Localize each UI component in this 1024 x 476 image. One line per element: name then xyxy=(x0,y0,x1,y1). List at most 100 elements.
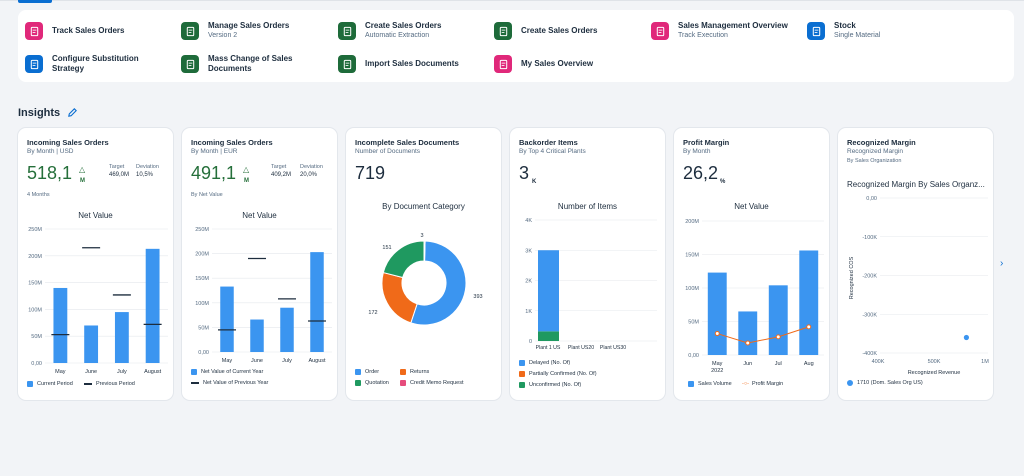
app-title: Create Sales Orders xyxy=(521,26,598,35)
x-tick-label: May xyxy=(55,369,66,375)
trend-up-icon: △ xyxy=(79,165,86,174)
x-tick-label: Plant US30 xyxy=(600,345,626,351)
app-tile-3[interactable]: Create Sales Orders xyxy=(494,18,598,44)
bar xyxy=(84,325,99,363)
app-title: Stock xyxy=(834,21,856,30)
app-tile-7[interactable]: Mass Change of Sales Documents xyxy=(181,51,298,77)
x-tick-label: 500K xyxy=(928,359,941,365)
app-tile-0[interactable]: Track Sales Orders xyxy=(25,18,125,44)
recognized-margin-scatter: 0,00 -100K -200K -300K -400K 400K 500K 1M Recogn… xyxy=(849,196,989,376)
legend-order: Order xyxy=(355,369,379,375)
legend-previous-period: Previous Period xyxy=(84,381,135,387)
card-title: Incoming Sales Orders xyxy=(191,138,273,147)
substitution-icon xyxy=(25,55,43,73)
y-tick-label: 0 xyxy=(529,339,532,345)
x-tick-label: Plant US20 xyxy=(568,345,594,351)
target-label: Target xyxy=(109,164,125,170)
card-profit-margin[interactable]: Profit Margin By Month 26,2 % Net Value … xyxy=(674,128,829,400)
legend-quotation: Quotation xyxy=(355,380,389,386)
y-tick-label: 50M xyxy=(688,320,699,326)
card-backorder-items[interactable]: Backorder Items By Top 4 Critical Plants… xyxy=(510,128,665,400)
card-title: Incoming Sales Orders xyxy=(27,138,109,147)
bar xyxy=(53,287,68,363)
y-tick-label: 250M xyxy=(28,227,42,233)
app-tile-4[interactable]: Sales Management Overview Track Execution xyxy=(651,18,788,44)
card-title: Recognized Margin xyxy=(847,138,916,147)
insights-title: Insights xyxy=(18,107,61,119)
deviation-value: 20,0% xyxy=(300,172,318,178)
app-tile-5[interactable]: Stock Single Material xyxy=(807,18,880,44)
app-title: Import Sales Documents xyxy=(365,59,459,68)
overview-icon xyxy=(651,22,669,40)
kpi-value: 518,1 xyxy=(27,163,73,183)
app-tile-2[interactable]: Create Sales Orders Automatic Extraction xyxy=(338,18,442,44)
donut-slice xyxy=(381,271,418,324)
bar xyxy=(250,319,264,352)
x-tick-label: Aug xyxy=(804,361,814,367)
card-incoming-sales-orders-usd[interactable]: Incoming Sales Orders By Month | USD 518… xyxy=(18,128,173,400)
chart-title: Net Value xyxy=(734,202,769,211)
x-tick-label: June xyxy=(85,369,97,375)
kpi-value: 491,1 xyxy=(191,163,237,183)
scatter-point xyxy=(963,334,969,341)
legend-returns: Returns xyxy=(400,369,429,375)
kpi-value: 3 xyxy=(519,163,530,183)
app-tile-8[interactable]: Import Sales Documents xyxy=(338,51,459,77)
app-tile-9[interactable]: My Sales Overview xyxy=(494,51,593,77)
kpi-unit: M xyxy=(80,178,85,184)
x-tick-label: Plant 1 US xyxy=(536,345,561,351)
y-tick-label: -100K xyxy=(862,235,877,241)
period-note: By Net Value xyxy=(191,192,223,198)
y-tick-label: 100M xyxy=(685,286,699,292)
app-title: Configure Substitution Strategy xyxy=(52,54,139,73)
y-tick-label: 250M xyxy=(195,227,209,233)
chevron-right-icon[interactable]: › xyxy=(1000,258,1004,269)
target-value: 469,0M xyxy=(109,172,130,178)
slice-label: 393 xyxy=(473,294,482,300)
slice-label: 151 xyxy=(382,245,391,251)
y-tick-label: 200M xyxy=(685,219,699,225)
card-incoming-sales-orders-eur[interactable]: Incoming Sales Orders By Month | EUR 491… xyxy=(182,128,337,400)
chart-title: Recognized Margin By Sales Organz... xyxy=(847,180,985,189)
line-point xyxy=(714,331,720,337)
app-subtitle: Version 2 xyxy=(208,32,238,39)
x-tick-label: July xyxy=(282,358,292,364)
card-incomplete-sales-documents[interactable]: Incomplete Sales Documents Number of Doc… xyxy=(346,128,501,400)
legend-sales-volume: Sales Volume xyxy=(688,381,732,387)
import-icon xyxy=(338,55,356,73)
manage-orders-icon xyxy=(181,22,199,40)
my-overview-icon xyxy=(494,55,512,73)
app-tile-1[interactable]: Manage Sales Orders Version 2 xyxy=(181,18,289,44)
active-tab-indicator xyxy=(18,0,52,3)
y-tick-label: 0,00 xyxy=(198,350,209,356)
card-subtitle: By Top 4 Critical Plants xyxy=(519,148,586,155)
y-tick-label: 0,00 xyxy=(866,196,877,202)
x-tick-label: 1M xyxy=(981,359,989,365)
chart-title: By Document Category xyxy=(382,202,465,211)
stock-icon xyxy=(807,22,825,40)
bar xyxy=(310,252,324,352)
card-subtitle: Number of Documents xyxy=(355,148,421,155)
legend-previous-year: Net Value of Previous Year xyxy=(191,380,268,386)
x-tick-label: May xyxy=(222,358,233,364)
card-recognized-margin[interactable]: Recognized Margin Recognized Margin By S… xyxy=(838,128,993,400)
app-title: Mass Change of Sales Documents xyxy=(208,54,293,73)
kpi-value: 26,2 xyxy=(683,163,719,183)
card-subtitle-2: By Sales Organization xyxy=(847,158,902,164)
x-tick-label: August xyxy=(308,358,326,364)
pencil-icon[interactable] xyxy=(67,107,78,118)
legend-current-period: Current Period xyxy=(27,381,73,387)
track-orders-icon xyxy=(25,22,43,40)
bar xyxy=(707,272,727,355)
slice-label: 172 xyxy=(368,310,377,316)
kpi-unit: % xyxy=(720,179,726,185)
number-of-items-chart: 0 1K 2K 3K 4K Plant 1 US Plant US20 Plant US30 xyxy=(525,218,657,351)
legend-profit-margin: -○- Profit Margin xyxy=(742,381,784,387)
y-tick-label: 4K xyxy=(525,218,532,224)
legend-delayed: Delayed (No. Of) xyxy=(519,360,570,366)
x-tick-label: August xyxy=(144,369,162,375)
app-tile-6[interactable]: Configure Substitution Strategy xyxy=(25,51,142,77)
kpi-unit: M xyxy=(244,178,249,184)
y-tick-label: -400K xyxy=(862,351,877,357)
